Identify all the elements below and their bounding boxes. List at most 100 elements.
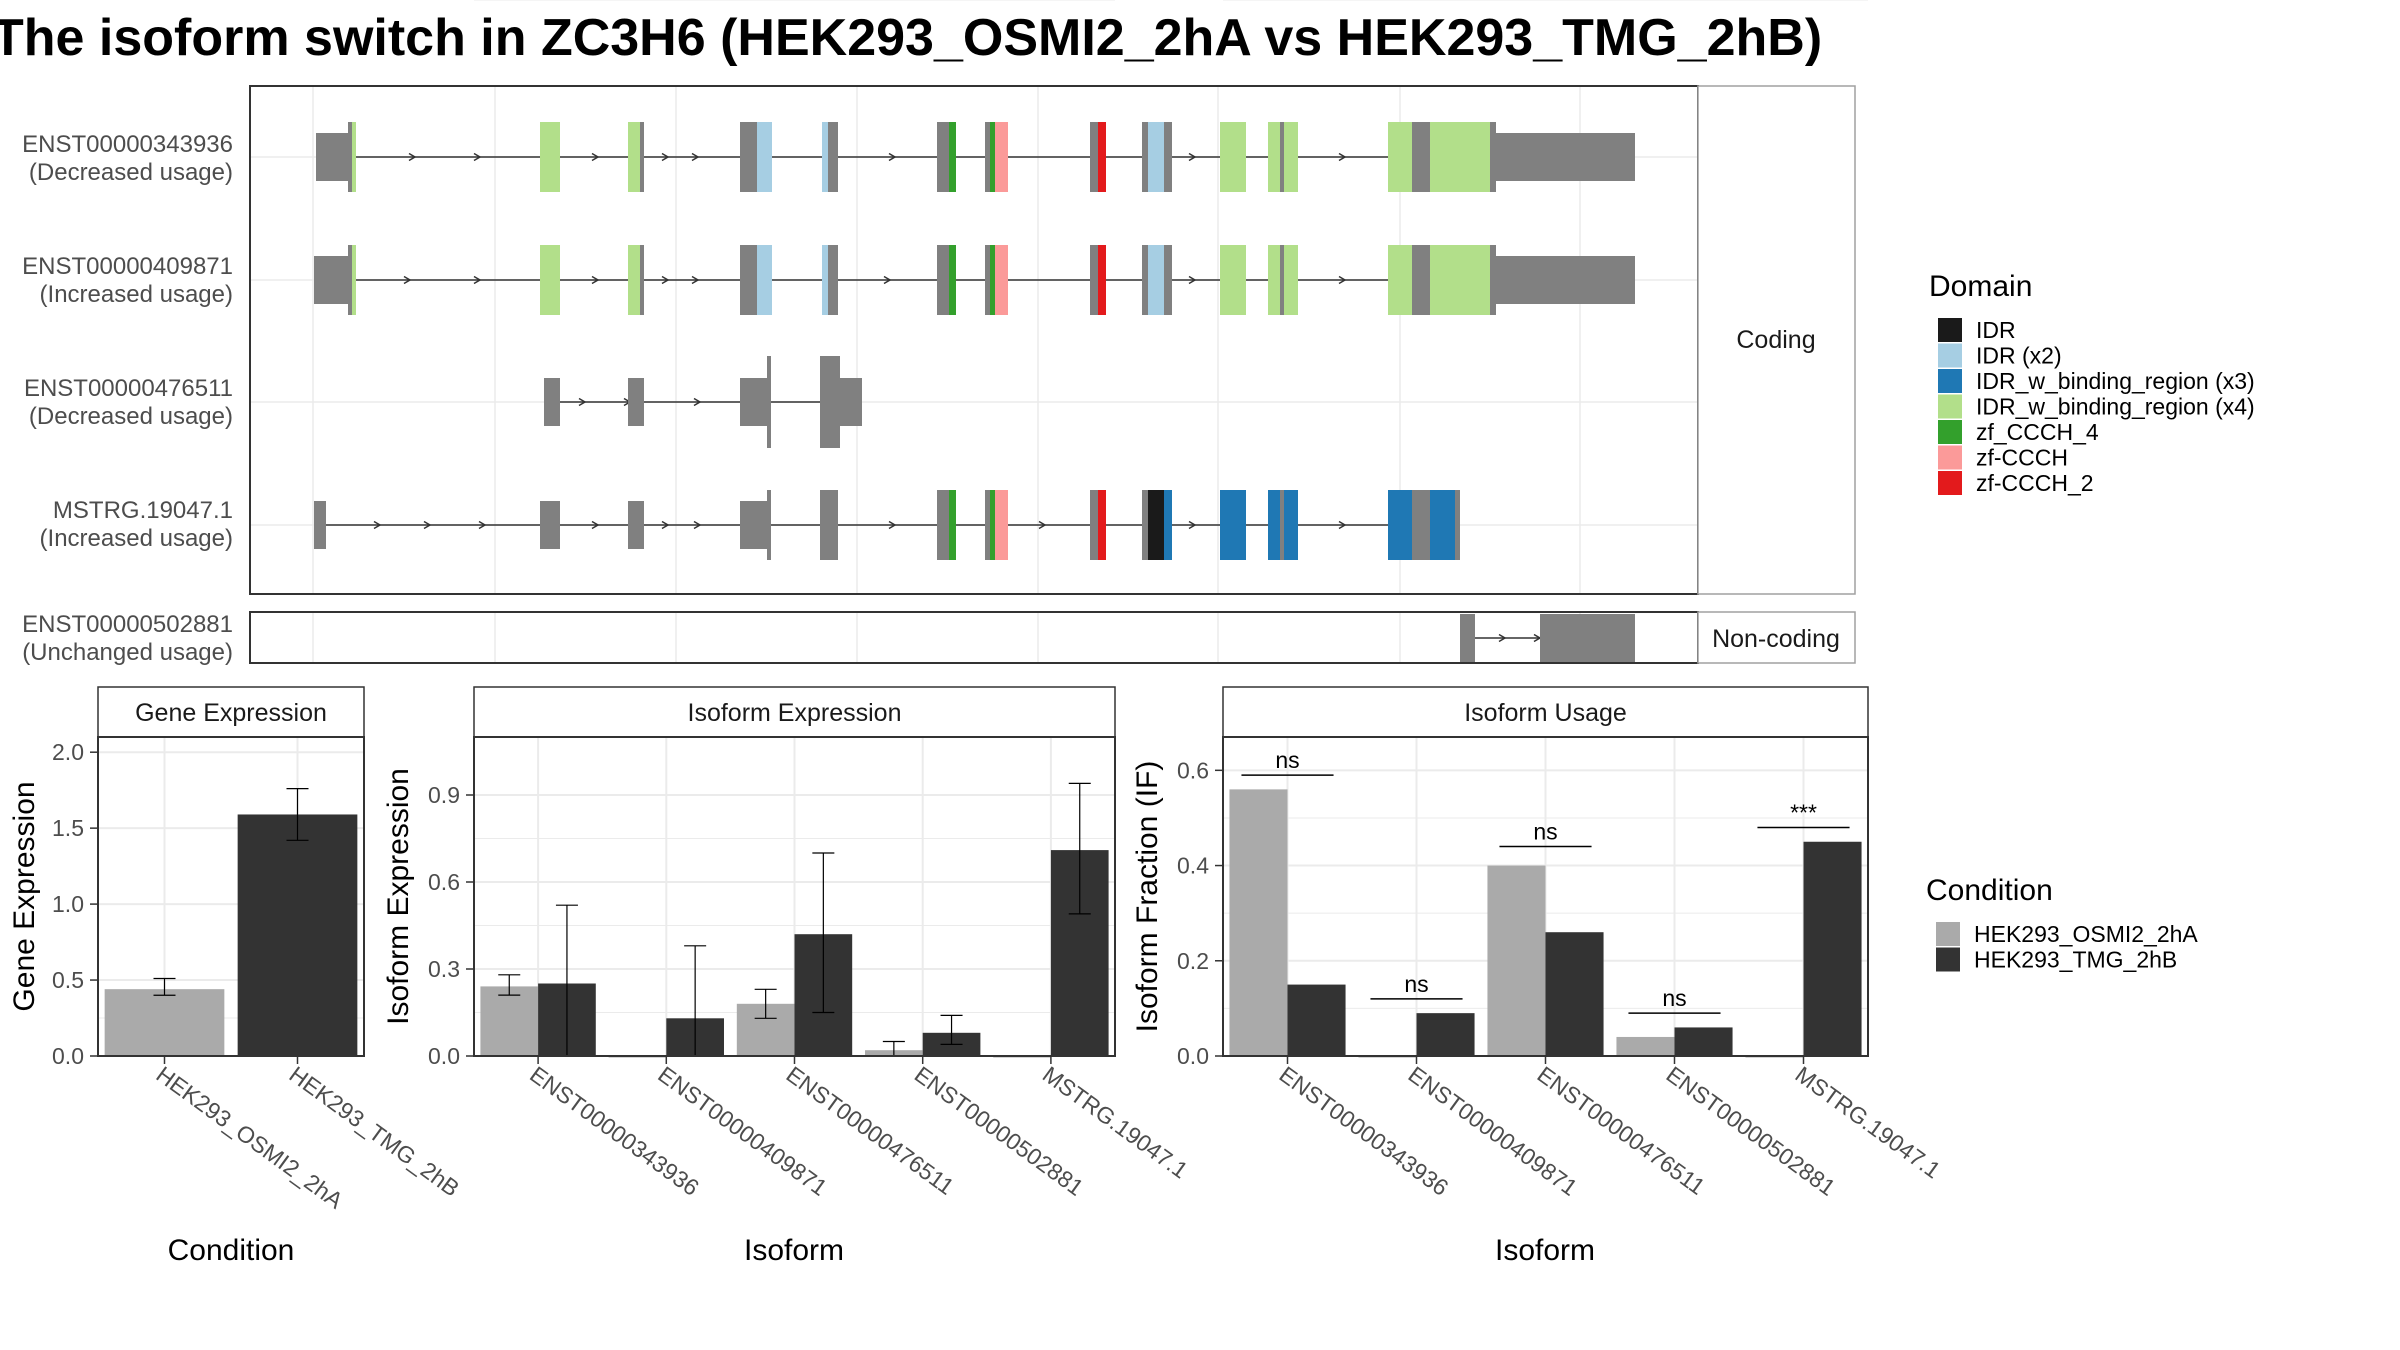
exon xyxy=(1496,256,1635,304)
strand-arrow xyxy=(888,152,897,162)
transcript-usage-label: (Unchanged usage) xyxy=(22,639,233,666)
x-axis-title: Isoform xyxy=(744,1234,844,1267)
domain-segment xyxy=(949,122,956,192)
strand-arrow xyxy=(478,520,487,530)
domain-legend-swatch xyxy=(1938,445,1962,470)
y-axis-title: Isoform Expression xyxy=(382,768,415,1025)
domain-legend-title: Domain xyxy=(1929,270,2032,303)
noncoding-strip xyxy=(1697,611,1856,664)
strand-arrow xyxy=(1338,520,1347,530)
exon xyxy=(1280,122,1284,192)
transcript-usage-label: (Decreased usage) xyxy=(29,403,233,430)
y-tick-label: 0.6 xyxy=(1177,757,1209,783)
exon xyxy=(1164,245,1172,315)
domain-segment xyxy=(352,122,356,192)
transcript-models xyxy=(314,122,1635,662)
exon xyxy=(1090,490,1098,560)
y-tick-label: 0.0 xyxy=(52,1043,84,1069)
exon xyxy=(640,245,644,315)
domain-legend-label: IDR xyxy=(1976,317,2016,343)
domain-segment xyxy=(995,245,1008,315)
strand-arrow xyxy=(403,275,412,285)
domain-segment xyxy=(1268,122,1280,192)
strand-arrow xyxy=(661,275,670,285)
exon xyxy=(1460,614,1475,662)
exon xyxy=(1455,490,1460,560)
exon xyxy=(1490,122,1496,192)
bar xyxy=(104,989,225,1056)
domain-legend-swatch xyxy=(1938,369,1962,393)
exon xyxy=(1496,133,1635,181)
exon xyxy=(540,501,560,549)
domain-segment xyxy=(1388,245,1412,315)
exon xyxy=(740,501,767,549)
domain-legend-swatch xyxy=(1938,471,1962,495)
exon xyxy=(1090,122,1098,192)
domain-segment xyxy=(1098,490,1106,560)
bar xyxy=(1674,1027,1733,1056)
strand-arrow xyxy=(693,397,702,407)
exon xyxy=(740,378,770,426)
transcript-id-label: ENST00000343936 xyxy=(22,131,233,158)
exon xyxy=(828,122,838,192)
exon xyxy=(348,245,352,315)
domain-legend-swatch xyxy=(1938,394,1962,419)
domain-legend-swatch xyxy=(1938,420,1962,444)
domain-segment xyxy=(540,122,560,192)
strand-arrow xyxy=(661,520,670,530)
exon xyxy=(828,245,838,315)
y-axis-title: Gene Expression xyxy=(8,781,41,1011)
strand-arrow xyxy=(408,152,417,162)
domain-legend-swatch xyxy=(1938,343,1962,368)
strand-arrow xyxy=(1498,633,1507,643)
domain-segment xyxy=(995,490,1008,560)
x-axis-title: Isoform xyxy=(1495,1234,1595,1267)
y-tick-label: 0.0 xyxy=(428,1043,460,1069)
domain-segment xyxy=(990,122,995,192)
domain-legend-swatch xyxy=(1938,318,1962,342)
y-axis-title: Isoform Fraction (IF) xyxy=(1131,761,1164,1033)
coding-strip-label: Coding xyxy=(1736,326,1815,354)
exon xyxy=(640,122,644,192)
strand-arrow xyxy=(473,152,482,162)
domain-segment xyxy=(1098,245,1106,315)
domain-legend-label: zf-CCCH xyxy=(1976,445,2068,471)
strand-arrow xyxy=(691,275,700,285)
exon xyxy=(937,122,949,192)
bar xyxy=(1229,789,1288,1056)
domain-segment xyxy=(822,245,828,315)
y-tick-label: 0.5 xyxy=(52,967,84,993)
exon xyxy=(740,122,757,192)
domain-segment xyxy=(1164,490,1172,560)
exon xyxy=(1090,245,1098,315)
domain-segment xyxy=(995,122,1008,192)
exon xyxy=(985,122,990,192)
domain-segment xyxy=(1284,245,1298,315)
transcript-id-label: MSTRG.19047.1 xyxy=(53,497,233,524)
y-tick-label: 1.5 xyxy=(52,815,84,841)
strand-arrow xyxy=(578,397,587,407)
exon xyxy=(628,501,644,549)
strand-arrow xyxy=(661,152,670,162)
exon xyxy=(985,490,990,560)
strand-arrow xyxy=(1188,152,1197,162)
domain-segment xyxy=(1148,122,1164,192)
strand-arrow xyxy=(423,520,432,530)
exon xyxy=(1412,490,1430,560)
exon xyxy=(1164,122,1172,192)
exon xyxy=(820,490,838,560)
bar xyxy=(237,814,358,1056)
domain-segment xyxy=(1148,245,1164,315)
strand-arrow xyxy=(888,520,897,530)
domain-segment xyxy=(352,245,356,315)
panel-strip-title: Gene Expression xyxy=(135,699,327,727)
strand-arrow xyxy=(473,275,482,285)
condition-legend-swatch xyxy=(1936,947,1960,972)
noncoding-panel xyxy=(249,611,1699,664)
domain-segment xyxy=(990,490,995,560)
domain-segment xyxy=(1098,122,1106,192)
bar xyxy=(1803,841,1862,1056)
domain-segment xyxy=(822,122,828,192)
significance-label: ns xyxy=(1275,747,1299,773)
